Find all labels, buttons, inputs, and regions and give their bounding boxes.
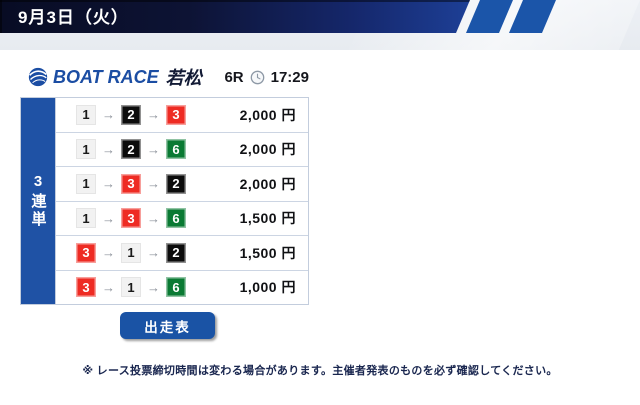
arrow-icon: → [147,141,160,157]
boat-number-badge: 6 [166,277,186,298]
boat-number-badge: 2 [121,139,141,160]
arrow-icon: → [147,107,160,123]
bet-amount: 2,000 円 [239,141,296,158]
bet-row: 1 → 3 → 2 2,000 円 [56,167,308,202]
boat-number-badge: 6 [166,139,186,160]
boat-number-badge: 3 [121,208,141,229]
arrow-icon: → [147,279,160,295]
arrow-icon: → [147,176,160,192]
bet-amount: 1,500 円 [239,244,296,261]
arrow-icon: → [102,245,115,261]
header: 9月3日（火） [0,0,640,50]
bet-row: 1 → 2 → 3 2,000 円 [56,98,308,133]
bet-amount: 2,000 円 [239,106,296,123]
bet-rows: 1 → 2 → 3 2,000 円 1 → 2 → 6 2,000 円 1 → 3 → 2 2,000 円 1 → 3 →… [55,98,308,304]
bet-amount: 2,000 円 [239,175,296,192]
boat-number-badge: 3 [121,173,141,194]
boatrace-logo: BOAT RACE 若松 [28,64,202,90]
bet-row: 3 → 1 → 2 1,500 円 [56,236,308,271]
entry-table-button[interactable]: 出走表 [120,312,215,339]
boat-number-badge: 1 [76,173,96,194]
boatrace-swirl-icon [28,67,48,87]
bet-table: 3連単 1 → 2 → 3 2,000 円 1 → 2 → 6 2,000 円 1 → 3 → 2 2,000 円… [20,97,309,305]
boat-number-badge: 2 [166,242,186,263]
arrow-icon: → [102,176,115,192]
boat-number-badge: 2 [166,173,186,194]
bet-amount: 1,500 円 [239,210,296,227]
arrow-icon: → [102,210,115,226]
race-number: 6R [224,68,244,86]
bet-combination: 1 → 2 → 6 [76,139,186,160]
boat-number-badge: 1 [121,277,141,298]
bet-combination: 3 → 1 → 2 [76,242,186,263]
bet-combination: 1 → 2 → 3 [76,104,186,125]
boat-number-badge: 3 [76,242,96,263]
bet-row: 1 → 2 → 6 2,000 円 [56,132,308,167]
venue-name: 若松 [165,68,202,88]
boat-number-badge: 3 [166,104,186,125]
arrow-icon: → [102,279,115,295]
footnote: ※ レース投票締切時間は変わる場合があります。主催者発表のものを必ず確認してくだ… [82,365,558,377]
arrow-icon: → [102,141,115,157]
race-header: BOAT RACE 若松 6R 17:29 [28,63,309,91]
arrow-icon: → [102,107,115,123]
bet-combination: 1 → 3 → 6 [76,208,186,229]
brand-name: BOAT RACE [53,66,159,87]
race-time-group: 6R 17:29 [224,69,309,86]
clock-icon [250,70,265,85]
date-banner: 9月3日（火） [0,0,470,33]
bet-combination: 3 → 1 → 6 [76,277,186,298]
boat-number-badge: 6 [166,208,186,229]
boat-number-badge: 3 [76,277,96,298]
boat-number-badge: 1 [121,242,141,263]
bet-type-label: 3連単 [21,98,55,304]
boat-number-badge: 1 [76,139,96,160]
decorative-stripe-icon [508,0,556,33]
boat-number-badge: 1 [76,208,96,229]
deadline-time: 17:29 [270,68,309,86]
bet-combination: 1 → 3 → 2 [76,173,186,194]
date-label: 9月3日（火） [18,8,129,27]
bet-amount: 1,000 円 [239,279,296,296]
bet-row: 1 → 3 → 6 1,500 円 [56,201,308,236]
arrow-icon: → [147,245,160,261]
decorative-stripe-icon [465,0,513,33]
arrow-icon: → [147,210,160,226]
boat-number-badge: 2 [121,104,141,125]
boat-number-badge: 1 [76,104,96,125]
bet-row: 3 → 1 → 6 1,000 円 [56,270,308,304]
